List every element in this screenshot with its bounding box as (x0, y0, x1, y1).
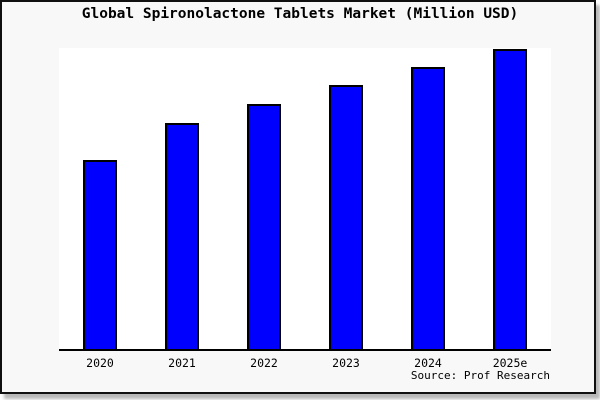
bar-slot-2024 (387, 48, 469, 349)
bar-slot-2023 (305, 48, 387, 349)
bar-2023 (329, 85, 363, 349)
bar-slot-2025e (469, 48, 551, 349)
bar-2021 (165, 123, 199, 349)
bar-2022 (247, 104, 281, 349)
bar-2025e (493, 49, 527, 349)
source-attribution: Source: Prof Research (410, 369, 550, 382)
x-axis-labels: 2020 2021 2022 2023 2024 2025e (59, 356, 551, 370)
x-tick-label-2022: 2022 (250, 356, 278, 370)
x-tick-label-2020: 2020 (86, 356, 114, 370)
x-tick-label-2023: 2023 (332, 356, 360, 370)
x-tick-label-2021: 2021 (168, 356, 196, 370)
bar-2020 (83, 160, 117, 349)
bar-slot-2020 (59, 48, 141, 349)
chart-title: Global Spironolactone Tablets Market (Mi… (81, 6, 519, 22)
plot-area (59, 48, 551, 351)
bar-2024 (411, 67, 445, 349)
bar-slot-2021 (141, 48, 223, 349)
bar-slot-2022 (223, 48, 305, 349)
x-tick-label-2024: 2024 (414, 356, 442, 370)
x-tick-label-2025e: 2025e (492, 356, 528, 370)
